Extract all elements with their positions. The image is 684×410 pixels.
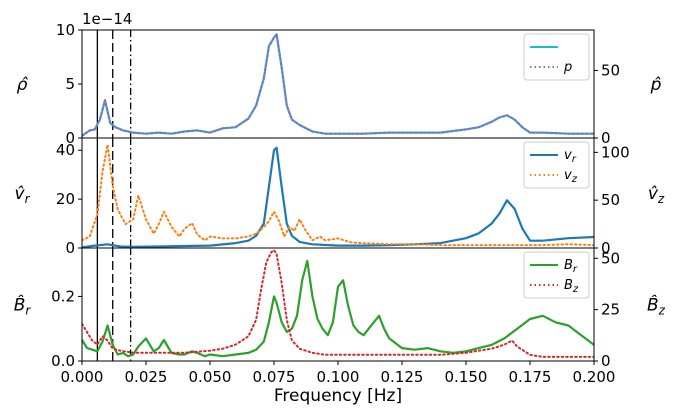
offset-text: 1e−14	[82, 10, 132, 28]
x-tick-label: 0.200	[573, 368, 616, 386]
y-axis-label-left: ρ̂	[17, 75, 29, 95]
series-line-1-1	[82, 143, 594, 247]
x-tick-label: 0.075	[253, 368, 296, 386]
y-axis-label-right: p̂	[650, 75, 662, 95]
y-tick-label-left: 0	[65, 239, 75, 257]
y-axis-label-right: B̂z	[647, 294, 666, 317]
legend: Br Bz	[523, 251, 590, 299]
legend: p	[523, 33, 590, 81]
y-tick-label-right: 50	[601, 62, 620, 80]
y-axis-label-left: B̂r	[14, 294, 32, 317]
series-line-2-1	[82, 249, 594, 358]
x-axis: 0.000 0.025 0.050 0.075 0.100 0.125 0.150 0.175…	[61, 361, 616, 386]
x-tick-label: 0.150	[445, 368, 488, 386]
axes-frame	[81, 137, 595, 249]
y-tick-label-left: 20	[56, 190, 75, 208]
y-tick-label-left: 0.2	[51, 287, 75, 305]
axes-frame	[81, 247, 595, 362]
series-line-0-0	[82, 33, 594, 137]
y-tick-label-right: 0	[601, 239, 611, 257]
x-tick-label: 0.175	[509, 368, 552, 386]
y-tick-label-left: 0.0	[51, 352, 75, 370]
y-tick-label-right: 0	[601, 129, 611, 147]
y-tick-label-left: 5	[65, 75, 75, 93]
y-tick-label-right: 50	[601, 249, 620, 267]
y-tick-label-left: 0	[65, 129, 75, 147]
y-axis-label-left: v̂r	[15, 184, 31, 206]
series-line-1-0	[82, 146, 594, 248]
legend-box	[523, 251, 590, 299]
panel-1: 0 20 40 0 50 100 v̂r v̂z vr vz	[15, 137, 665, 257]
x-axis-label: Frequency [Hz]	[274, 386, 402, 406]
y-tick-label-right: 50	[601, 191, 620, 209]
y-tick-label-right: 100	[601, 143, 630, 161]
legend-label: Bz	[564, 278, 579, 295]
panel-2: 0.0 0.2 0 25 50 B̂r B̂z Br Bz	[14, 247, 666, 370]
x-tick-label: 0.100	[317, 368, 360, 386]
y-tick-label-right: 25	[601, 301, 620, 319]
legend-box	[523, 33, 590, 81]
x-tick-label: 0.025	[125, 368, 168, 386]
y-tick-label-left: 10	[56, 21, 75, 39]
legend-label: vr	[564, 148, 577, 165]
legend-label: p	[563, 60, 572, 75]
legend-label: vz	[564, 168, 578, 185]
y-tick-label-right: 0	[601, 352, 611, 370]
x-tick-label: 0.000	[61, 368, 104, 386]
y-tick-label-left: 40	[56, 141, 75, 159]
series-line-2-0	[82, 259, 594, 358]
x-tick-label: 0.125	[381, 368, 424, 386]
legend: vr vz	[523, 141, 590, 189]
panel-0: 0 5 10 0 50 ρ̂ p̂ p	[17, 21, 662, 147]
y-axis-label-right: v̂z	[648, 184, 665, 206]
series-line-0-1	[82, 33, 594, 137]
legend-label: Br	[564, 258, 578, 275]
x-tick-label: 0.050	[189, 368, 232, 386]
legend-box	[523, 141, 590, 189]
